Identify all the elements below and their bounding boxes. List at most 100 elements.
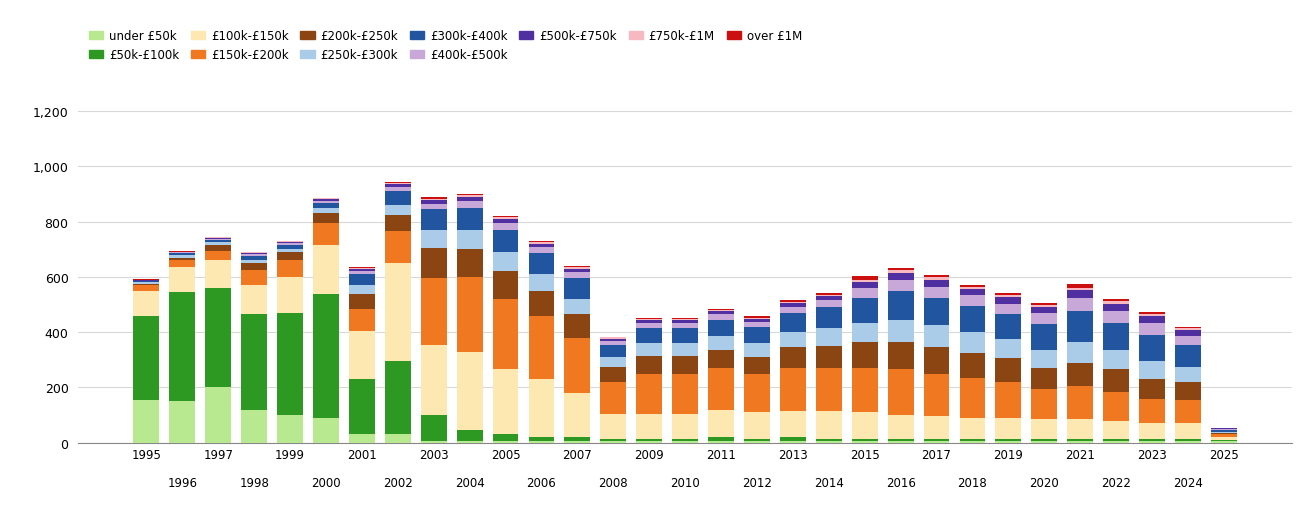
Bar (205, 239, 231, 240)
Text: 1998: 1998 (239, 476, 269, 489)
Bar (1211, 431, 1237, 432)
Bar (959, 287, 985, 290)
Bar (816, 295, 842, 297)
Bar (205, 251, 231, 261)
Bar (672, 344, 698, 356)
Bar (1139, 335, 1165, 361)
Bar (672, 323, 698, 328)
Bar (385, 206, 411, 215)
Bar (780, 411, 805, 437)
Bar (1103, 421, 1129, 439)
Bar (600, 414, 626, 439)
Bar (492, 272, 518, 299)
Bar (492, 219, 518, 223)
Bar (672, 374, 698, 414)
Bar (672, 318, 698, 319)
Bar (996, 382, 1022, 418)
Bar (1103, 302, 1129, 304)
Bar (600, 339, 626, 341)
Bar (1103, 392, 1129, 421)
Bar (348, 268, 375, 269)
Bar (133, 286, 159, 291)
Text: 2020: 2020 (1030, 476, 1060, 489)
Bar (709, 351, 733, 369)
Bar (1067, 342, 1094, 363)
Bar (205, 289, 231, 388)
Bar (1103, 299, 1129, 302)
Bar (924, 417, 950, 439)
Bar (170, 268, 196, 293)
Bar (277, 261, 303, 277)
Bar (780, 301, 805, 302)
Bar (709, 437, 733, 441)
Bar (780, 303, 805, 307)
Bar (744, 374, 770, 412)
Bar (170, 261, 196, 268)
Bar (277, 245, 303, 249)
Bar (887, 320, 914, 342)
Bar (1211, 440, 1237, 441)
Bar (1103, 441, 1129, 443)
Bar (637, 356, 662, 374)
Bar (780, 437, 805, 441)
Bar (241, 410, 268, 443)
Bar (313, 246, 339, 294)
Bar (457, 197, 483, 202)
Bar (277, 241, 303, 242)
Bar (780, 302, 805, 303)
Bar (205, 261, 231, 289)
Bar (385, 361, 411, 435)
Bar (420, 441, 446, 443)
Bar (780, 332, 805, 348)
Bar (492, 216, 518, 217)
Bar (816, 441, 842, 443)
Bar (457, 194, 483, 195)
Bar (1067, 288, 1094, 291)
Bar (529, 275, 555, 291)
Bar (277, 252, 303, 261)
Bar (996, 439, 1022, 441)
Bar (1174, 441, 1201, 443)
Bar (1211, 441, 1237, 443)
Bar (852, 280, 878, 282)
Bar (744, 322, 770, 327)
Bar (348, 309, 375, 331)
Bar (205, 238, 231, 239)
Bar (420, 415, 446, 441)
Bar (1103, 370, 1129, 392)
Bar (816, 346, 842, 369)
Bar (816, 369, 842, 411)
Bar (1031, 314, 1057, 324)
Bar (959, 439, 985, 441)
Bar (241, 286, 268, 315)
Bar (637, 439, 662, 441)
Bar (529, 291, 555, 316)
Bar (637, 441, 662, 443)
Bar (457, 441, 483, 443)
Bar (1067, 312, 1094, 342)
Bar (313, 199, 339, 200)
Bar (457, 231, 483, 250)
Bar (348, 267, 375, 268)
Bar (672, 328, 698, 344)
Bar (852, 412, 878, 439)
Bar (133, 291, 159, 316)
Bar (241, 270, 268, 286)
Bar (133, 316, 159, 400)
Bar (565, 299, 590, 315)
Bar (1103, 311, 1129, 323)
Bar (420, 201, 446, 204)
Bar (959, 306, 985, 332)
Bar (1031, 305, 1057, 307)
Bar (1031, 324, 1057, 351)
Bar (1031, 441, 1057, 443)
Bar (133, 400, 159, 443)
Bar (709, 336, 733, 351)
Bar (744, 318, 770, 319)
Bar (1067, 299, 1094, 312)
Bar (637, 321, 662, 323)
Bar (1174, 336, 1201, 345)
Bar (1211, 429, 1237, 431)
Bar (887, 370, 914, 415)
Bar (170, 252, 196, 253)
